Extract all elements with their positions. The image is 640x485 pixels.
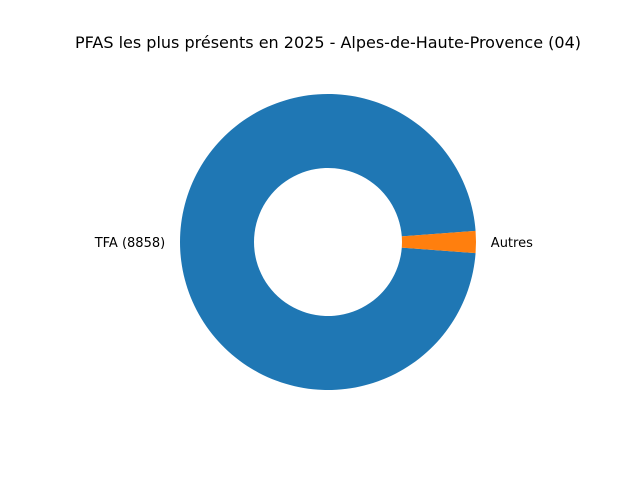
slice-labels: TFA (8858) Autres: [94, 236, 533, 251]
donut-slices: [180, 94, 477, 391]
donut-slice-1: [180, 94, 476, 391]
donut-slice-2: [401, 230, 477, 254]
slice-label-1: TFA (8858): [94, 236, 165, 251]
slice-label-2: Autres: [491, 236, 533, 251]
chart-title: PFAS les plus présents en 2025 - Alpes-d…: [75, 33, 581, 52]
